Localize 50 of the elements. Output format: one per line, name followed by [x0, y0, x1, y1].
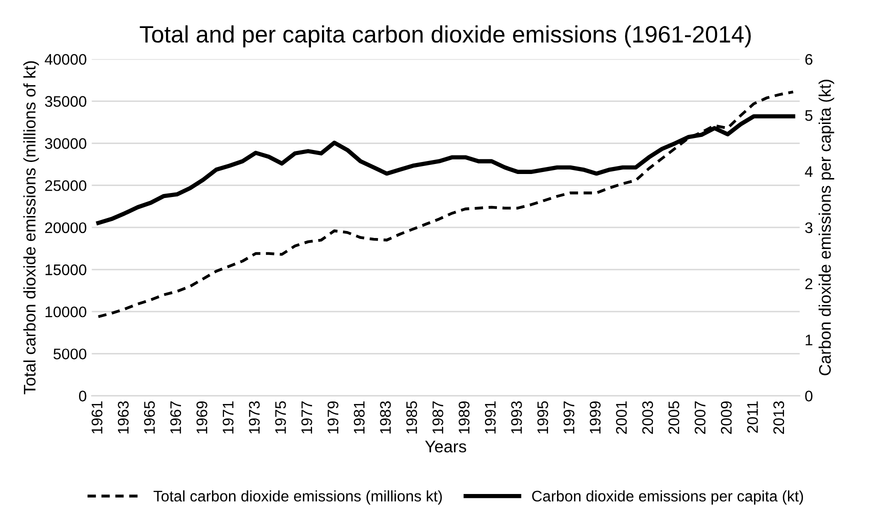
x-tick-label: 1971 [222, 401, 234, 434]
legend-label: Carbon dioxide emissions per capita (kt) [532, 490, 803, 505]
y2-tick-label: 6 [805, 54, 812, 65]
x-tick-label: 1989 [458, 401, 470, 434]
x-tick-label: 1987 [432, 401, 444, 434]
y-tick-label: 0 [79, 390, 86, 402]
y2-axis-title: Carbon dioxide emissions per capita (kt) [818, 80, 834, 376]
x-tick-label: 1961 [92, 401, 102, 434]
x-tick-label: 2001 [616, 401, 627, 434]
y-axis-title: Total carbon dioxide emissions (millions of kt) [23, 61, 39, 394]
x-tick-label: 1973 [248, 401, 260, 434]
x-tick-label: 1993 [511, 401, 522, 434]
x-tick-label: 2011 [747, 401, 758, 433]
x-tick-label: 1995 [537, 401, 548, 434]
x-tick-label: 1981 [354, 401, 365, 434]
x-tick-label: 1979 [328, 401, 338, 434]
x-tick-label: 1963 [118, 401, 129, 434]
x-tick-label: 2005 [668, 401, 680, 434]
x-axis-title: Years [425, 440, 466, 452]
x-tick-label: 1999 [590, 401, 601, 434]
x-tick-label: 2007 [694, 401, 706, 434]
y-tick-label: 25000 [45, 180, 86, 192]
chart-title: Total and per capita carbon dioxide emissions (1961-2014) [140, 25, 751, 48]
y-tick-label: 10000 [46, 306, 86, 318]
x-tick-label: 1977 [301, 401, 312, 434]
x-tick-label: 2003 [642, 401, 654, 434]
y-tick-label: 15000 [46, 264, 86, 276]
x-tick-label: 1969 [196, 401, 208, 434]
x-tick-label: 1965 [144, 401, 155, 434]
y2-tick-label: 0 [805, 390, 812, 402]
x-tick-label: 1983 [380, 401, 391, 434]
x-tick-label: 1967 [170, 401, 182, 434]
x-tick-label: 1985 [406, 401, 418, 434]
y-tick-label: 40000 [44, 54, 86, 65]
y2-tick-label: 2 [805, 278, 812, 290]
y2-tick-label: 5 [805, 110, 812, 121]
y-tick-label: 5000 [54, 348, 86, 360]
y-tick-label: 35000 [45, 96, 86, 107]
x-tick-label: 1997 [564, 401, 574, 434]
y-tick-label: 30000 [45, 138, 86, 149]
x-tick-label: 1991 [484, 401, 496, 434]
y2-tick-label: 1 [806, 334, 812, 346]
x-tick-label: 2009 [720, 401, 732, 434]
y2-tick-label: 4 [804, 166, 813, 177]
x-tick-label: 1975 [275, 401, 286, 434]
line-series [96, 90, 795, 318]
y-tick-label: 20000 [45, 222, 86, 234]
y2-tick-label: 3 [805, 222, 812, 234]
x-tick-label: 2013 [773, 401, 784, 434]
legend-label: Total carbon dioxide emissions (millions kt) [154, 490, 442, 505]
